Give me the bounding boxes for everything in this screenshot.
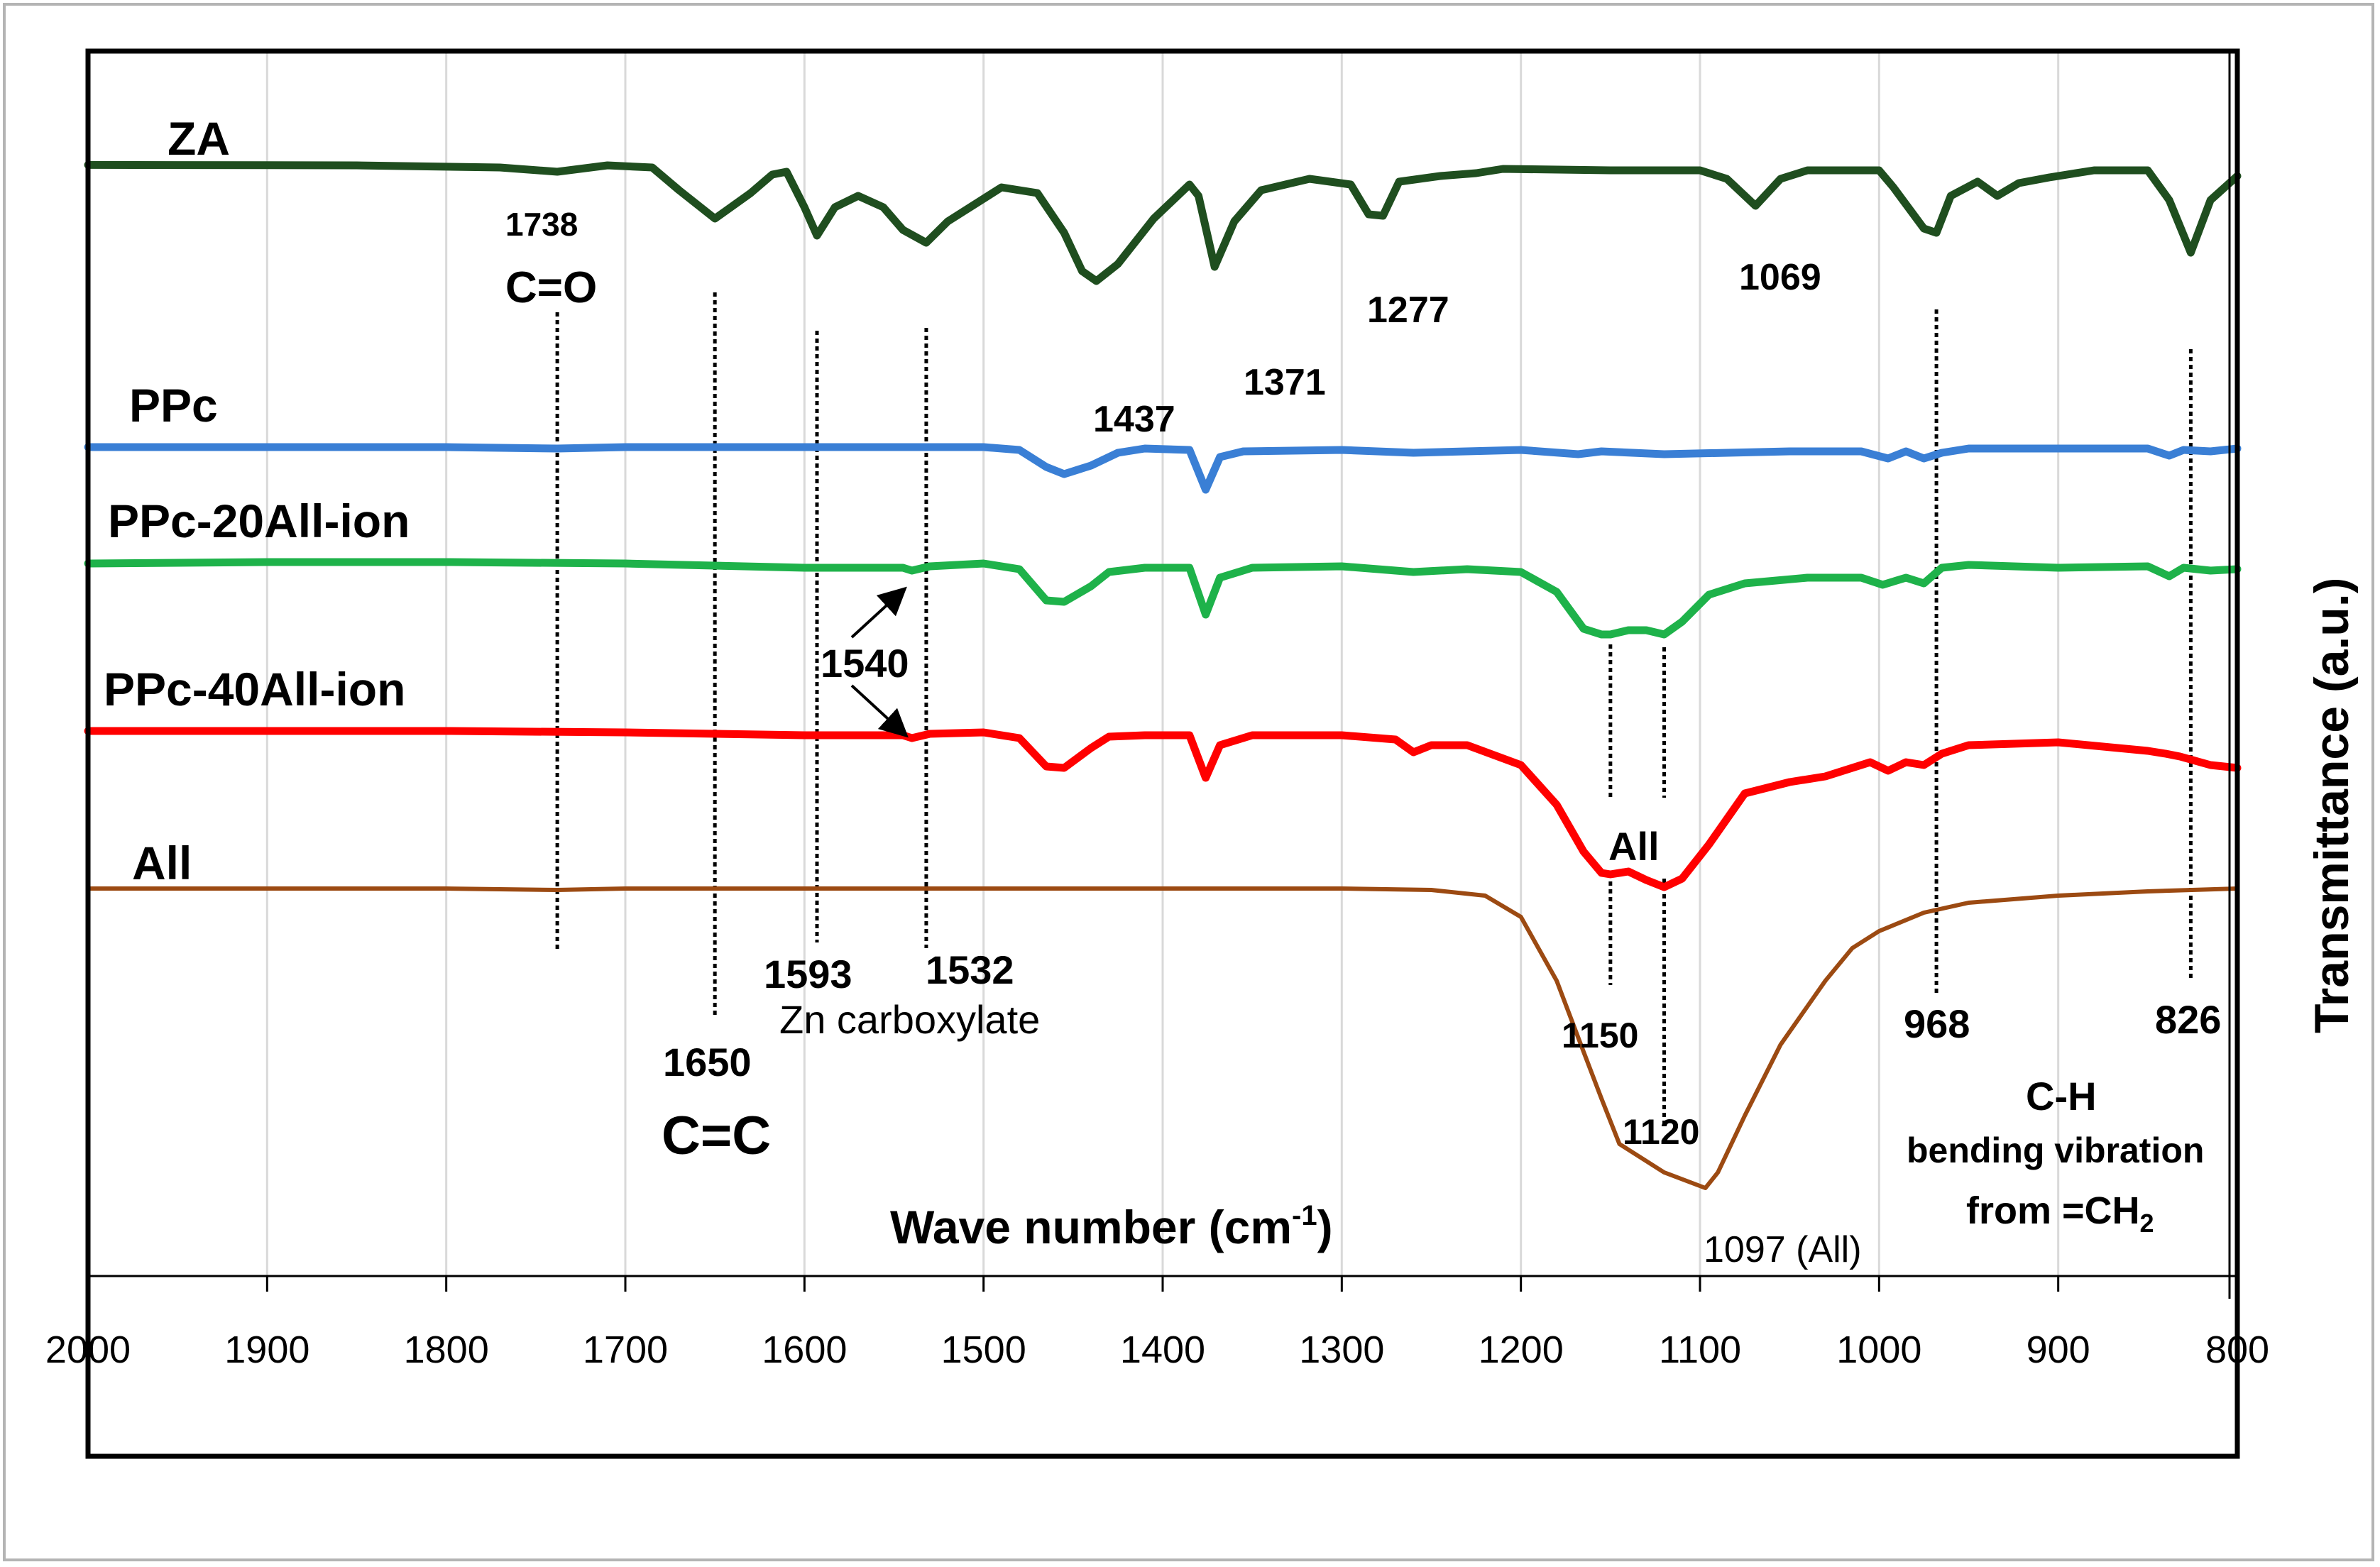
spectra xyxy=(84,160,2242,1190)
series-label-ppc: PPc xyxy=(129,379,218,431)
plot-border xyxy=(85,48,2240,1459)
x-tick-label: 1000 xyxy=(1836,1329,1921,1371)
figure-frame xyxy=(3,3,2374,1561)
series-line-za xyxy=(84,160,2242,285)
annotation-826: 826 xyxy=(2155,997,2221,1042)
x-tick-label: 1600 xyxy=(762,1329,847,1371)
x-axis-title: Wave number (cm-1) xyxy=(890,1200,1333,1253)
annotation-1097: 1097 (All) xyxy=(1704,1229,1862,1270)
x-tick-label: 1200 xyxy=(1479,1329,1564,1371)
x-tick-label: 1100 xyxy=(1659,1329,1741,1371)
series-label-ppc-40all-ion: PPc-40All-ion xyxy=(104,663,405,715)
arrow-1540-upper xyxy=(850,586,907,639)
x-tick-label: 1500 xyxy=(941,1329,1026,1371)
x-tick-label: 1300 xyxy=(1299,1329,1384,1371)
series-line-ppc-40all-ion xyxy=(84,727,2242,891)
series-line-ppc xyxy=(84,443,2242,494)
annotation-1120: 1120 xyxy=(1623,1112,1699,1152)
x-tick-label: 800 xyxy=(2205,1329,2269,1371)
annotation-1738: 1738 xyxy=(505,206,578,243)
x-tick-label: 1900 xyxy=(224,1329,309,1371)
annotation-cc: C=C xyxy=(662,1106,771,1166)
annotation-968: 968 xyxy=(1904,1001,1970,1046)
y-axis-title: Transmittance (a.u.) xyxy=(2305,578,2359,1033)
annotation-1650: 1650 xyxy=(663,1040,752,1084)
annotation-1371: 1371 xyxy=(1244,362,1326,403)
annotation-1593: 1593 xyxy=(764,952,852,996)
arrow-1540-lower xyxy=(850,684,909,738)
x-tick-label: 1700 xyxy=(583,1329,668,1371)
series-label-ppc-20all-ion: PPc-20All-ion xyxy=(108,495,410,547)
annotation-ch: C-H xyxy=(2026,1074,2097,1118)
x-axis-ticks: 2000 1900 1800 1700 1600 1500 1400 1300 1200 1100… xyxy=(45,1276,2269,1371)
series-label-all: All xyxy=(132,837,192,889)
x-tick-label: 1400 xyxy=(1120,1329,1205,1371)
annotation-zn-carboxylate: Zn carboxylate xyxy=(779,997,1040,1042)
annotation-co: C=O xyxy=(505,263,597,312)
annotation-bending-vibration: bending vibration xyxy=(1907,1131,2204,1170)
annotation-1532: 1532 xyxy=(926,947,1014,992)
annotation-all: All xyxy=(1608,824,1660,869)
annotation-from-ch2: from =CH2 xyxy=(1966,1189,2154,1238)
x-tick-label: 1800 xyxy=(404,1329,489,1371)
annotation-1540: 1540 xyxy=(821,641,909,686)
x-tick-label: 2000 xyxy=(45,1329,131,1371)
annotation-1150: 1150 xyxy=(1562,1016,1638,1055)
series-line-ppc-20all-ion xyxy=(84,558,2242,639)
series-label-za: ZA xyxy=(168,112,230,165)
annotation-1069: 1069 xyxy=(1739,257,1821,298)
gridlines xyxy=(265,51,2060,1276)
series-line-all xyxy=(86,886,2239,1190)
x-tick-label: 900 xyxy=(2027,1329,2090,1371)
annotation-1437: 1437 xyxy=(1093,399,1175,440)
annotation-1277: 1277 xyxy=(1367,290,1449,331)
